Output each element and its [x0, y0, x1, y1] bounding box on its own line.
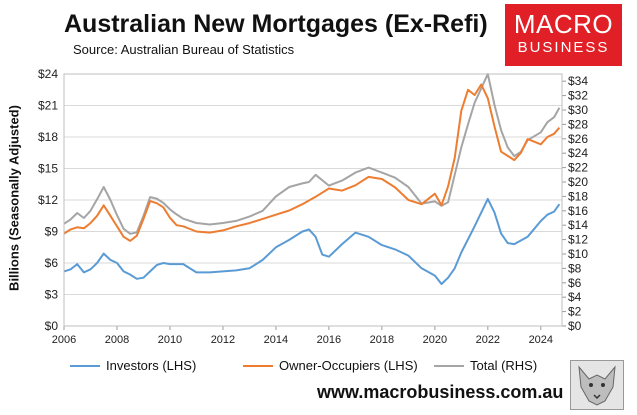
right-tick-label: $24 — [568, 146, 588, 160]
legend-swatch-owner-occupiers — [243, 364, 273, 367]
right-tick-label: $8 — [568, 261, 582, 275]
chart-subtitle: Source: Australian Bureau of Statistics — [73, 42, 295, 57]
legend-label-owner-occupiers: Owner-Occupiers (LHS) — [279, 358, 418, 373]
left-tick-label: $18 — [38, 130, 58, 144]
series-lines — [63, 73, 561, 285]
right-tick-label: $2 — [568, 305, 582, 319]
right-tick-label: $18 — [568, 189, 588, 203]
x-tick-label: 2024 — [529, 334, 553, 346]
left-tick-label: $3 — [45, 288, 59, 302]
right-tick-label: $16 — [568, 204, 588, 218]
macrobusiness-logo: MACRO BUSINESS — [505, 4, 622, 66]
left-tick-label: $12 — [38, 193, 58, 207]
right-tick-label: $34 — [568, 74, 588, 88]
legend-swatch-investors — [70, 364, 100, 367]
right-tick-label: $10 — [568, 247, 588, 261]
wolf-logo-icon — [570, 360, 624, 410]
right-axis-ticks: $0$2$4$6$8$10$12$14$16$18$20$22$24$26$28… — [562, 74, 588, 333]
right-tick-label: $20 — [568, 175, 588, 189]
right-tick-label: $14 — [568, 218, 588, 232]
right-tick-label: $22 — [568, 161, 588, 175]
legend-item-investors: Investors (LHS) — [70, 358, 196, 373]
right-tick-label: $28 — [568, 117, 588, 131]
x-tick-label: 2008 — [105, 334, 129, 346]
x-tick-label: 2010 — [158, 334, 182, 346]
x-tick-label: 2018 — [370, 334, 394, 346]
logo-line-1: MACRO — [513, 9, 614, 39]
x-axis-ticks: 2006 2008 2010 2012 2014 2016 2018 2020 2022 2024 — [52, 326, 553, 346]
left-tick-label: $24 — [38, 67, 58, 81]
legend: Investors (LHS) Owner-Occupiers (LHS) To… — [0, 358, 637, 376]
series-line-total — [63, 73, 561, 235]
left-tick-label: $6 — [45, 256, 59, 270]
left-tick-label: $15 — [38, 162, 58, 176]
x-tick-label: 2020 — [423, 334, 447, 346]
left-tick-label: $9 — [45, 225, 59, 239]
legend-item-total: Total (RHS) — [434, 358, 537, 373]
left-tick-label: $21 — [38, 99, 58, 113]
legend-label-total: Total (RHS) — [470, 358, 538, 373]
legend-label-investors: Investors (LHS) — [106, 358, 197, 373]
series-line-owner-occupiers — [63, 83, 561, 242]
x-tick-label: 2006 — [52, 334, 76, 346]
right-tick-label: $0 — [568, 319, 582, 333]
plot-frame — [63, 73, 563, 327]
right-tick-label: $32 — [568, 89, 588, 103]
right-tick-label: $26 — [568, 132, 588, 146]
series-line-investors — [63, 197, 561, 285]
x-tick-label: 2016 — [317, 334, 341, 346]
right-tick-label: $12 — [568, 233, 588, 247]
left-tick-label: $0 — [45, 319, 59, 333]
legend-swatch-total — [434, 364, 464, 367]
left-axis-ticks: $0 $3 $6 $9 $12 $15 $18 $21 $24 — [38, 67, 58, 333]
right-tick-label: $6 — [568, 276, 582, 290]
x-tick-label: 2012 — [211, 334, 235, 346]
website-url: www.macrobusiness.com.au — [317, 382, 564, 402]
legend-item-owner-occupiers: Owner-Occupiers (LHS) — [243, 358, 418, 373]
chart-title: Australian New Mortgages (Ex-Refi) — [64, 10, 488, 38]
right-tick-label: $30 — [568, 103, 588, 117]
right-tick-label: $4 — [568, 290, 582, 304]
logo-line-2: BUSINESS — [517, 39, 610, 56]
x-tick-label: 2022 — [476, 334, 500, 346]
x-tick-label: 2014 — [264, 334, 288, 346]
